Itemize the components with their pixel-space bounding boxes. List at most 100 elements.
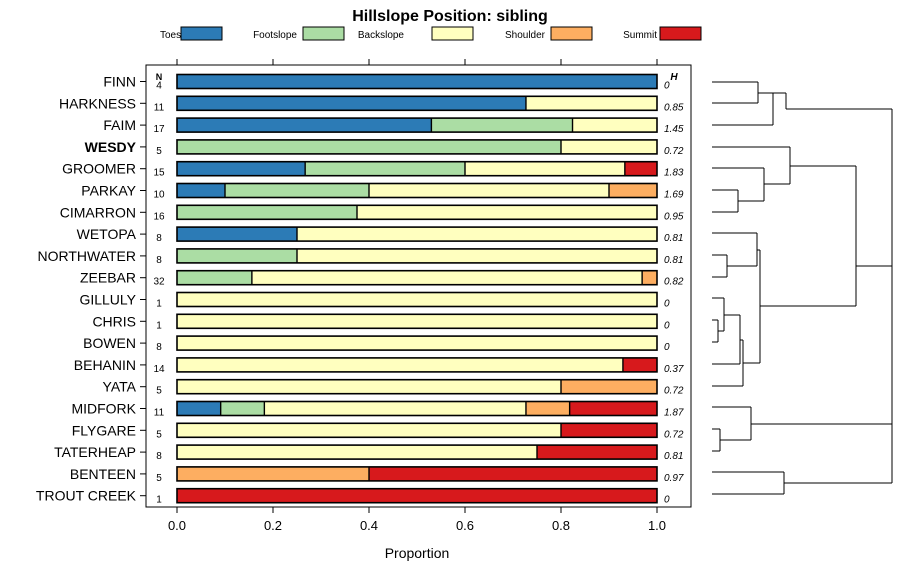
- row-behanin: BEHANIN 14 0.37: [74, 357, 684, 375]
- h-value: 0.37: [664, 364, 684, 375]
- x-tick-label: 0.0: [168, 518, 186, 533]
- bar-segment-backslope: [525, 96, 657, 111]
- h-value: 1.69: [664, 190, 684, 201]
- h-value: 0.85: [664, 102, 684, 113]
- category-label: GILLULY: [79, 292, 136, 308]
- category-label: FLYGARE: [72, 422, 136, 438]
- bar-outline: [176, 335, 658, 351]
- bar-segment-footslope: [177, 139, 561, 154]
- n-value: 8: [156, 233, 162, 244]
- bar-outline: [176, 204, 658, 221]
- bar-segment-backslope: [357, 205, 657, 220]
- n-value: 8: [156, 255, 162, 266]
- n-value: 1: [156, 495, 162, 506]
- n-value: 16: [153, 211, 165, 222]
- bar-segment-backslope: [177, 336, 657, 351]
- h-value: 0.97: [664, 473, 684, 484]
- n-value: 11: [154, 408, 165, 419]
- bar-segment-footslope: [220, 401, 265, 416]
- bar-segment-backslope: [177, 314, 657, 329]
- x-tick-label: 0.4: [360, 518, 378, 533]
- bar-segment-toeslope: [177, 74, 657, 89]
- n-value: 4: [156, 81, 162, 92]
- row-harkness: HARKNESS 11 0.85: [59, 95, 684, 113]
- bar-segment-summit: [177, 488, 657, 503]
- legend-swatch-summit: [659, 26, 702, 41]
- bar-segment-summit: [622, 357, 657, 372]
- category-label: WESDY: [85, 139, 137, 155]
- bar-segment-backslope: [251, 270, 643, 285]
- n-value: 11: [154, 102, 165, 113]
- category-label: CIMARRON: [60, 204, 136, 220]
- h-value: 0.81: [664, 255, 683, 266]
- h-value: 0: [664, 320, 670, 331]
- bar-segment-toeslope: [177, 227, 297, 242]
- bar-segment-backslope: [561, 139, 657, 154]
- legend-swatch-backslope: [431, 26, 474, 41]
- bar-segment-footslope: [431, 118, 573, 133]
- row-wesdy: WESDY 5 0.72: [85, 139, 684, 157]
- row-zeebar: ZEEBAR 32 0.82: [80, 270, 684, 288]
- n-column-header: N: [156, 72, 163, 82]
- x-tick-label: 0.6: [456, 518, 474, 533]
- bar-outline: [176, 378, 658, 395]
- bar-segment-footslope: [225, 183, 369, 198]
- category-label: HARKNESS: [59, 95, 136, 111]
- n-value: 32: [153, 277, 165, 288]
- h-value: 0: [664, 342, 670, 353]
- h-value: 0: [664, 299, 670, 310]
- n-value: 5: [156, 386, 162, 397]
- legend-swatch-toeslope: [180, 26, 223, 41]
- row-faim: FAIM 17 1.45: [103, 117, 684, 135]
- row-groomer: GROOMER 15 1.83: [62, 161, 684, 179]
- bar-outline: [176, 160, 658, 177]
- n-value: 10: [153, 190, 165, 201]
- n-value: 1: [156, 299, 162, 310]
- dendrogram: [712, 81, 893, 495]
- row-benteen: BENTEEN 5 0.97: [70, 466, 684, 484]
- h-value: 0.72: [664, 429, 684, 440]
- n-value: 8: [156, 342, 162, 353]
- bar-segment-shoulder: [177, 466, 369, 481]
- n-value: 1: [156, 320, 162, 331]
- row-midfork: MIDFORK 11 1.87: [71, 401, 683, 419]
- x-tick-label: 0.8: [552, 518, 570, 533]
- legend-label-footslope: Footslope: [253, 30, 297, 41]
- bar-outline: [176, 487, 658, 504]
- h-value: 0.95: [664, 211, 684, 222]
- h-value: 0.81: [664, 233, 683, 244]
- bar-outline: [176, 117, 658, 133]
- bar-segment-summit: [624, 161, 657, 176]
- n-value: 14: [153, 364, 165, 375]
- row-taterheap: TATERHEAP 8 0.81: [54, 444, 683, 462]
- n-value: 5: [156, 429, 162, 440]
- category-label: FAIM: [103, 117, 136, 133]
- bar-segment-summit: [569, 401, 657, 416]
- category-label: BENTEEN: [70, 466, 136, 482]
- h-value: 0: [664, 81, 670, 92]
- row-trout-creek: TROUT CREEK 1 0: [36, 488, 670, 506]
- category-label: NORTHWATER: [37, 248, 136, 264]
- bar-segment-summit: [561, 423, 657, 438]
- bar-segment-backslope: [369, 183, 609, 198]
- bar-segment-backslope: [297, 227, 657, 242]
- h-column-header: H: [670, 72, 678, 83]
- bar-outline: [176, 357, 658, 373]
- bar-outline: [176, 444, 658, 460]
- bar-outline: [176, 226, 658, 242]
- bar-outline: [176, 269, 658, 286]
- row-northwater: NORTHWATER 8 0.81: [37, 248, 683, 266]
- category-label: TATERHEAP: [54, 444, 136, 460]
- category-label: FINN: [103, 74, 136, 90]
- category-label: BOWEN: [83, 335, 136, 351]
- bar-segment-summit: [369, 466, 657, 481]
- category-label: PARKAY: [81, 183, 136, 199]
- bar-segment-toeslope: [177, 401, 221, 416]
- category-label: TROUT CREEK: [36, 488, 137, 504]
- bar-outline: [176, 182, 658, 199]
- x-axis-label: Proportion: [385, 545, 450, 561]
- bar-segment-toeslope: [177, 183, 225, 198]
- bar-segment-shoulder: [609, 183, 657, 198]
- n-value: 17: [153, 124, 165, 135]
